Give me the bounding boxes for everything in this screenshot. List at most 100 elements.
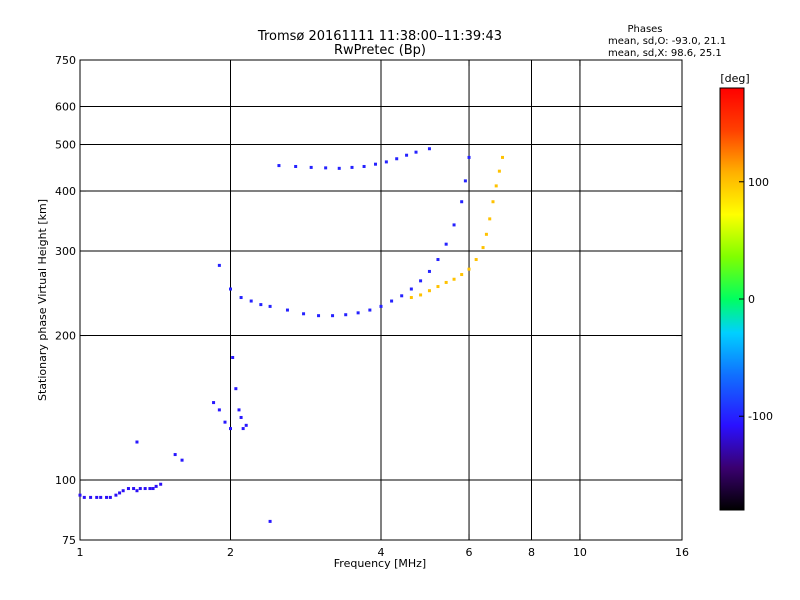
data-point	[488, 217, 492, 221]
data-point	[409, 287, 413, 291]
data-point	[390, 299, 394, 303]
data-point	[138, 487, 142, 491]
data-point	[379, 304, 383, 308]
data-point	[474, 258, 478, 262]
data-point	[154, 484, 158, 488]
data-point	[395, 157, 399, 161]
data-point	[105, 495, 109, 499]
chart-title: Tromsø 20161111 11:38:00–11:39:43	[257, 29, 502, 44]
y-tick-label: 100	[55, 474, 76, 487]
data-point	[268, 519, 272, 523]
data-point	[494, 184, 498, 188]
data-point	[337, 166, 341, 170]
data-point	[212, 401, 216, 405]
data-point	[259, 303, 263, 307]
axis-ticks: 1 2 4 6 8 10 16 75 100 200 300 400 500 600 750	[55, 54, 689, 559]
data-point	[237, 408, 241, 412]
data-point	[444, 280, 448, 284]
data-point	[427, 147, 431, 151]
data-point	[497, 169, 501, 173]
chart-subtitle: RwPretec (Bp)	[334, 43, 426, 58]
data-point	[384, 160, 388, 164]
data-point	[452, 277, 456, 281]
x-tick-label: 8	[528, 546, 535, 559]
data-point	[148, 487, 152, 491]
grid-lines	[80, 60, 682, 540]
data-point	[143, 487, 147, 491]
data-point	[460, 273, 464, 277]
data-point	[350, 165, 354, 169]
data-point	[436, 258, 440, 262]
data-point	[452, 223, 456, 227]
data-point	[159, 482, 163, 486]
y-tick-label: 75	[62, 534, 76, 547]
data-point	[99, 495, 103, 499]
data-point	[249, 299, 253, 303]
data-point	[467, 267, 471, 271]
data-point	[414, 150, 418, 154]
data-point	[491, 200, 495, 204]
stats-line-o: mean, sd,O: -93.0, 21.1	[608, 36, 726, 47]
y-tick-label: 300	[55, 245, 76, 258]
y-tick-label: 750	[55, 54, 76, 67]
data-point	[241, 427, 245, 431]
data-point	[277, 164, 281, 168]
x-tick-label: 4	[378, 546, 385, 559]
x-axis-label: Frequency [MHz]	[334, 557, 426, 570]
colorbar-ticks: 100 0 -100	[739, 176, 773, 423]
data-point	[234, 387, 238, 391]
y-tick-label: 200	[55, 330, 76, 343]
data-point	[132, 487, 136, 491]
data-point	[231, 355, 235, 359]
data-point	[368, 308, 372, 312]
data-point	[173, 453, 177, 457]
data-point	[285, 308, 289, 312]
y-tick-label: 600	[55, 101, 76, 114]
data-point	[268, 304, 272, 308]
data-point	[362, 164, 366, 168]
x-tick-label: 10	[573, 546, 587, 559]
data-point	[229, 427, 232, 431]
data-points	[78, 147, 505, 523]
data-point	[436, 285, 440, 289]
data-point	[419, 279, 423, 283]
data-point	[244, 423, 248, 427]
data-point	[409, 296, 413, 300]
data-point	[229, 287, 232, 291]
data-point	[460, 200, 464, 204]
data-point	[82, 495, 86, 499]
data-point	[405, 153, 409, 157]
data-point	[89, 495, 93, 499]
y-axis-label: Stationary phase Virtual Height [km]	[36, 199, 49, 401]
data-point	[217, 263, 221, 267]
data-point	[239, 415, 243, 419]
colorbar-tick-label: 0	[748, 293, 755, 306]
colorbar-label: [deg]	[720, 72, 749, 85]
data-point	[223, 420, 227, 424]
data-point	[217, 408, 221, 412]
x-tick-label: 2	[227, 546, 234, 559]
data-point	[114, 493, 118, 497]
stats-heading: Phases	[627, 24, 662, 35]
y-tick-label: 400	[55, 185, 76, 198]
data-point	[118, 491, 122, 495]
data-point	[501, 155, 505, 159]
data-point	[126, 487, 130, 491]
data-point	[239, 296, 243, 300]
data-point	[419, 293, 423, 297]
data-point	[317, 314, 321, 318]
data-point	[444, 242, 448, 246]
data-point	[180, 458, 184, 462]
data-point	[294, 164, 298, 168]
data-point	[95, 495, 99, 499]
data-point	[302, 312, 306, 316]
data-point	[427, 269, 431, 273]
data-point	[135, 489, 139, 493]
data-point	[484, 232, 488, 236]
data-point	[151, 487, 155, 491]
x-tick-label: 6	[466, 546, 473, 559]
data-point	[108, 495, 112, 499]
data-point	[400, 294, 404, 298]
stats-line-x: mean, sd,X: 98.6, 25.1	[608, 48, 722, 59]
data-point	[121, 489, 125, 493]
